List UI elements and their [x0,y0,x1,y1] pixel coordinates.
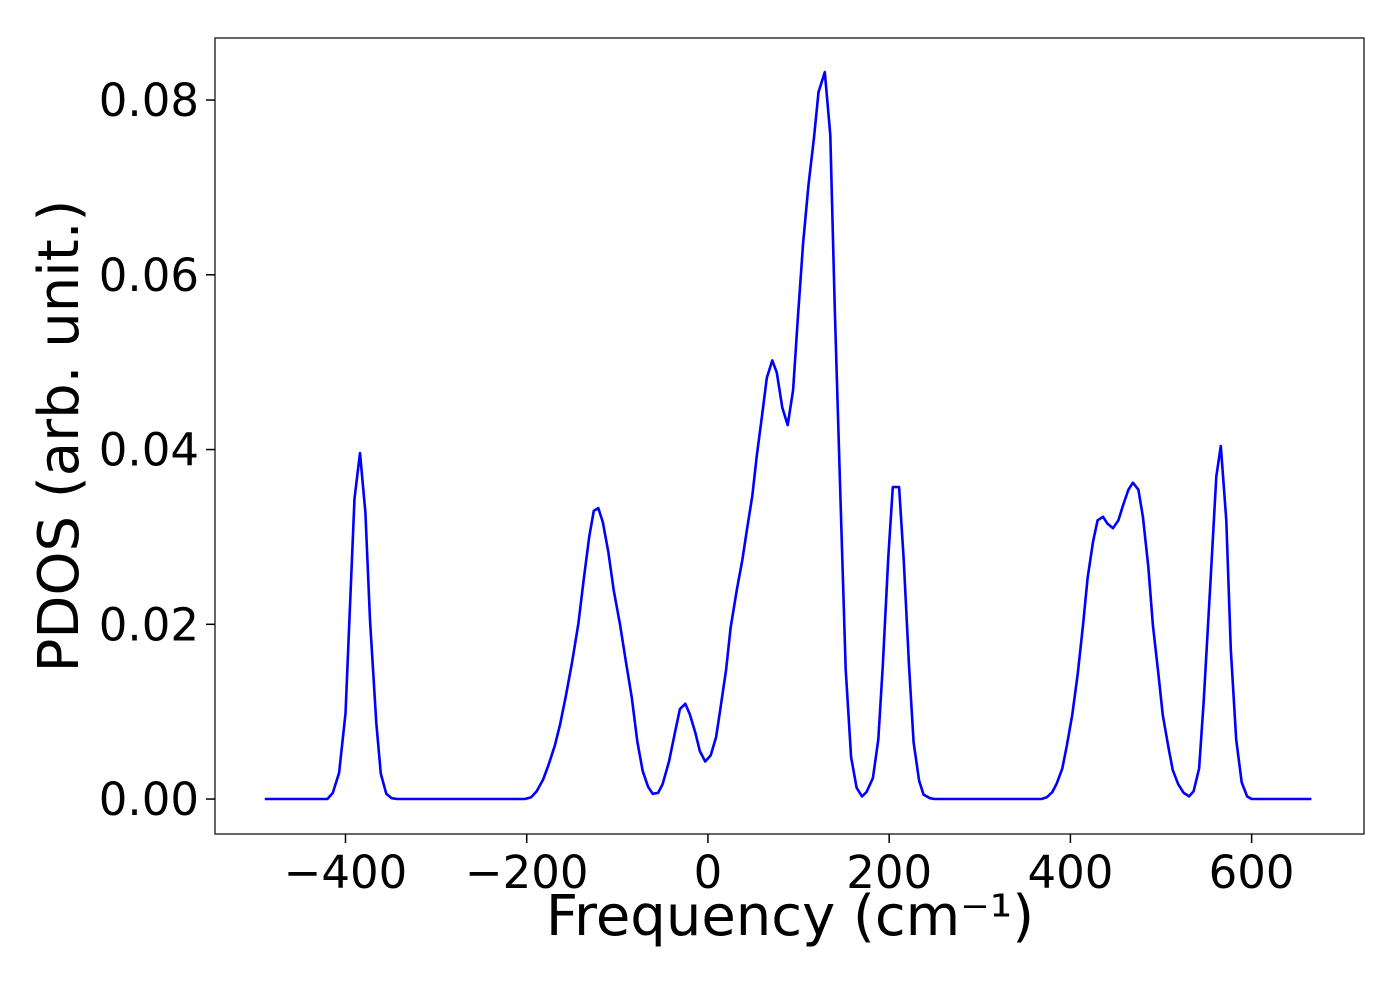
plot-frame [214,37,1365,835]
y-tick-label: 0.04 [99,424,199,477]
y-tick-label: 0.02 [99,598,199,651]
y-tick-label: 0.00 [99,773,199,826]
x-axis-label: Frequency (cm⁻¹) [546,884,1034,949]
line [264,70,1312,801]
x-tick-label: −400 [284,846,408,899]
y-axis-label: PDOS (arb. unit.) [27,200,92,673]
x-tick-label: 400 [1027,846,1113,899]
x-tick-label: 200 [846,846,932,899]
x-tick-label: −200 [465,846,589,899]
x-tick-label: 0 [694,846,723,899]
y-tick-label: 0.06 [99,249,199,302]
x-tick-label: 600 [1209,846,1295,899]
y-tick-label: 0.08 [99,74,199,127]
